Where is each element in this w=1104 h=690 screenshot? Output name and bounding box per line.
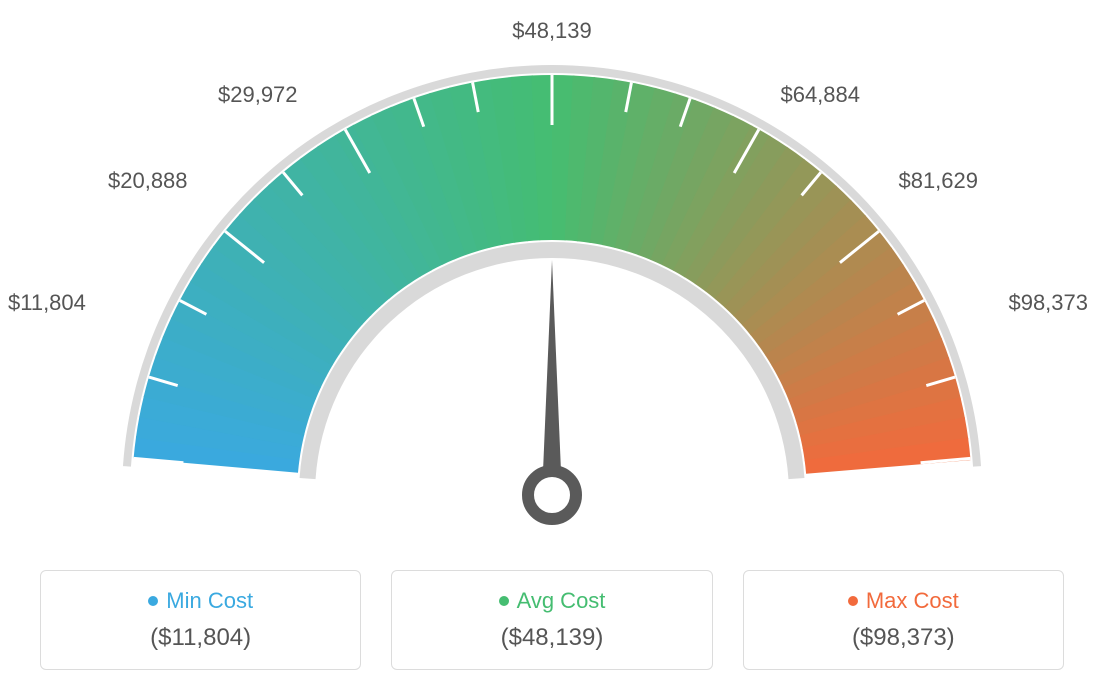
gauge-tick-label: $29,972	[218, 82, 298, 108]
legend-value-avg: ($48,139)	[501, 624, 604, 652]
gauge-tick-label: $20,888	[108, 168, 188, 194]
legend-row: Min Cost ($11,804) Avg Cost ($48,139) Ma…	[0, 570, 1104, 690]
legend-header-avg: Avg Cost	[499, 588, 606, 614]
gauge-svg	[0, 0, 1104, 560]
legend-card-avg: Avg Cost ($48,139)	[391, 570, 712, 670]
legend-value-max: ($98,373)	[852, 624, 955, 652]
gauge-chart: $11,804 $20,888 $29,972 $48,139 $64,884 $81,6…	[0, 0, 1104, 560]
gauge-tick-label: $98,373	[1008, 290, 1088, 316]
legend-dot-max	[848, 596, 858, 606]
gauge-needle-hub	[528, 471, 576, 519]
legend-label-max: Max Cost	[866, 588, 959, 614]
gauge-tick-label: $64,884	[780, 82, 860, 108]
legend-label-min: Min Cost	[166, 588, 253, 614]
legend-card-min: Min Cost ($11,804)	[40, 570, 361, 670]
legend-header-max: Max Cost	[848, 588, 959, 614]
chart-container: $11,804 $20,888 $29,972 $48,139 $64,884 $81,6…	[0, 0, 1104, 690]
gauge-needle	[542, 260, 562, 495]
gauge-tick-label: $11,804	[8, 290, 86, 316]
legend-card-max: Max Cost ($98,373)	[743, 570, 1064, 670]
legend-dot-min	[148, 596, 158, 606]
gauge-tick-label: $48,139	[512, 18, 592, 44]
legend-value-min: ($11,804)	[150, 624, 251, 652]
legend-label-avg: Avg Cost	[517, 588, 606, 614]
legend-dot-avg	[499, 596, 509, 606]
gauge-tick-label: $81,629	[898, 168, 978, 194]
legend-header-min: Min Cost	[148, 588, 253, 614]
